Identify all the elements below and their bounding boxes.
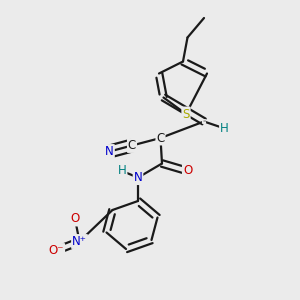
Text: H: H [118, 164, 127, 178]
Text: O: O [183, 164, 192, 178]
Text: H: H [220, 122, 229, 135]
Text: N: N [134, 171, 142, 184]
Text: N: N [105, 145, 114, 158]
Text: O⁻: O⁻ [49, 244, 64, 257]
Text: S: S [182, 107, 190, 121]
Text: =: = [202, 119, 206, 124]
Text: N⁺: N⁺ [72, 235, 87, 248]
Text: C: C [128, 139, 136, 152]
Text: O: O [70, 212, 80, 226]
Text: C: C [156, 131, 165, 145]
